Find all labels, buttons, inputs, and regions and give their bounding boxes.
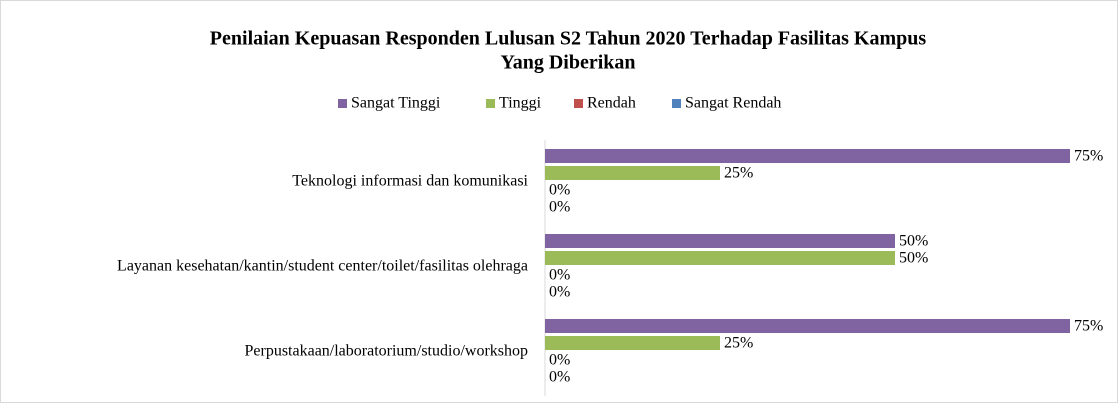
category-label: Teknologi informasi dan komunikasi	[292, 173, 528, 190]
bar	[545, 319, 1070, 333]
bar	[545, 251, 895, 265]
value-label: 75%	[1074, 318, 1103, 335]
legend-marker	[574, 99, 583, 108]
value-label: 0%	[549, 369, 570, 386]
bar	[545, 149, 1070, 163]
bar	[545, 336, 720, 350]
value-label: 0%	[549, 284, 570, 301]
value-label: 75%	[1074, 148, 1103, 165]
chart-title: Penilaian Kepuasan Responden Lulusan S2 …	[210, 28, 927, 50]
value-label: 0%	[549, 352, 570, 369]
value-label: 50%	[899, 250, 928, 267]
legend-label: Sangat Tinggi	[351, 95, 441, 112]
bar	[545, 166, 720, 180]
value-label: 50%	[899, 233, 928, 250]
legend-label: Sangat Rendah	[685, 95, 781, 112]
value-label: 0%	[549, 182, 570, 199]
bar	[545, 234, 895, 248]
category-label: Layanan kesehatan/kantin/student center/…	[117, 258, 528, 275]
value-label: 25%	[724, 335, 753, 352]
value-label: 0%	[549, 199, 570, 216]
legend-label: Tinggi	[499, 95, 542, 112]
chart-title: Yang Diberikan	[500, 52, 635, 74]
value-label: 0%	[549, 267, 570, 284]
value-label: 25%	[724, 165, 753, 182]
legend-marker	[486, 99, 495, 108]
legend-label: Rendah	[587, 95, 636, 112]
legend-marker	[672, 99, 681, 108]
category-label: Perpustakaan/laboratorium/studio/worksho…	[244, 343, 528, 360]
legend-marker	[338, 99, 347, 108]
